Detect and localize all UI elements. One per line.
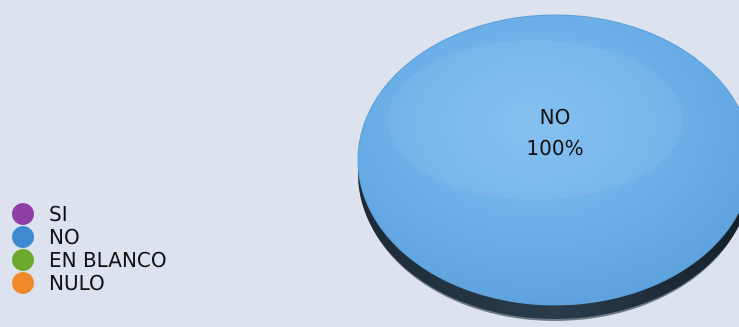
legend-item-en-blanco: EN BLANCO	[12, 248, 167, 271]
slice-label-category: NO	[540, 105, 571, 129]
legend-swatch-si	[12, 202, 34, 225]
legend: SI NO EN BLANCO NULO	[12, 202, 167, 294]
legend-label-en-blanco: EN BLANCO	[49, 247, 167, 272]
pie-slice-no	[357, 14, 739, 306]
slice-label-percent: 100%	[526, 136, 583, 160]
pie-slices	[357, 14, 739, 321]
legend-swatch-no	[12, 225, 34, 248]
legend-item-nulo: NULO	[12, 271, 167, 294]
legend-label-nulo: NULO	[49, 270, 105, 295]
legend-label-no: NO	[49, 224, 80, 249]
legend-item-no: NO	[12, 225, 167, 248]
pie-highlight	[387, 40, 683, 200]
slice-labels: NO 100%	[526, 105, 583, 160]
legend-label-si: SI	[49, 201, 68, 226]
legend-swatch-en-blanco	[12, 248, 34, 271]
legend-item-si: SI	[12, 202, 167, 225]
legend-swatch-nulo	[12, 271, 34, 294]
